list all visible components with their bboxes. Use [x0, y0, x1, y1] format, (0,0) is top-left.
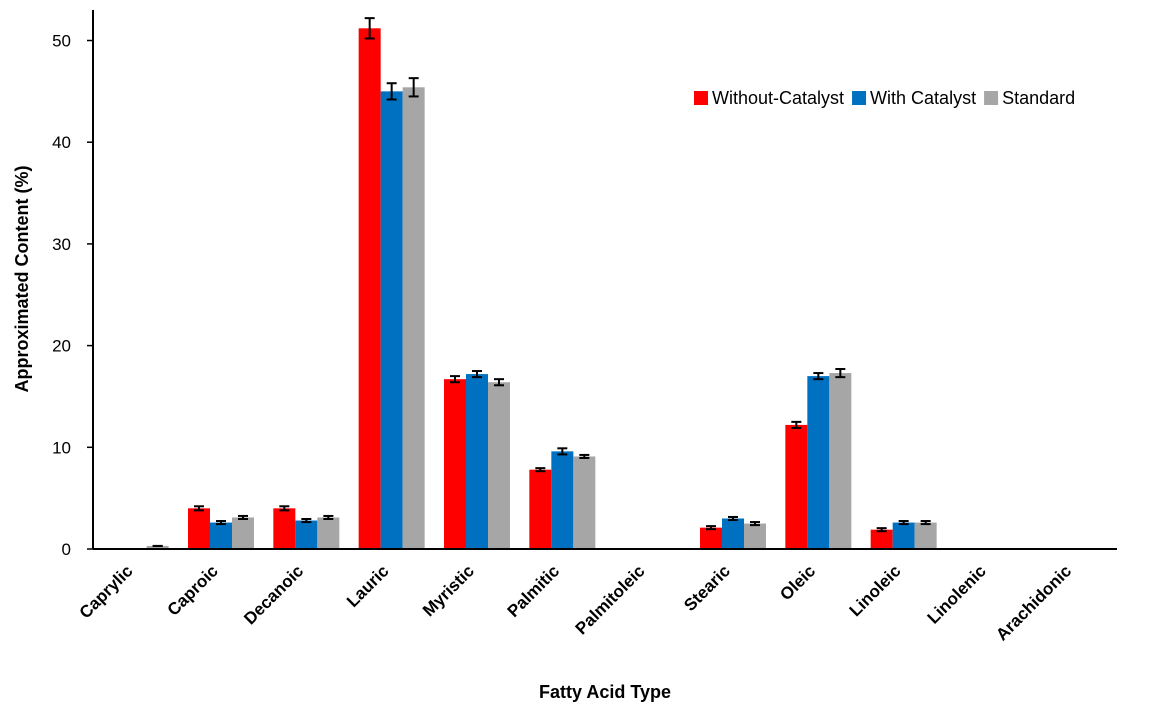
legend: Without-Catalyst With Catalyst Standard: [694, 88, 1075, 108]
bar-without-catalyst-oleic: [785, 424, 808, 549]
error-bar-with-catalyst-palmitic: [557, 447, 568, 456]
x-tick-label-lauric: Lauric: [343, 561, 393, 611]
error-bar-standard-decanoic: [323, 514, 334, 520]
error-bar-with-catalyst-myristic: [472, 370, 482, 379]
error-bar-with-catalyst-linoleic: [898, 520, 909, 526]
error-bar-with-catalyst-lauric: [386, 82, 397, 101]
error-bar-without-catalyst-lauric: [364, 17, 375, 40]
bar-without-catalyst-palmitic: [529, 469, 552, 549]
y-axis-title: Approximated Content (%): [12, 165, 32, 392]
error-bar-without-catalyst-myristic: [450, 375, 460, 384]
bar-standard-linoleic: [914, 522, 937, 549]
bar-standard-caproic: [232, 517, 254, 549]
error-bar-with-catalyst-stearic: [728, 515, 738, 522]
legend-label: Standard: [1002, 88, 1075, 108]
bar-standard-stearic: [744, 523, 766, 549]
bar-without-catalyst-lauric: [358, 28, 381, 549]
bar-with-catalyst-decanoic: [295, 520, 318, 549]
legend-swatch: [852, 91, 867, 105]
x-tick-label-decanoic: Decanoic: [240, 561, 307, 628]
y-tick-label: 30: [52, 235, 71, 254]
y-tick-label: 40: [52, 133, 71, 152]
bar-without-catalyst-stearic: [700, 527, 722, 549]
y-tick-label: 20: [52, 337, 71, 356]
error-bar-with-catalyst-decanoic: [301, 517, 312, 524]
error-bar-standard-oleic: [835, 367, 846, 379]
y-tick-label: 0: [62, 540, 71, 559]
x-tick-label-linoleic: Linoleic: [846, 561, 905, 620]
bar-with-catalyst-lauric: [380, 91, 403, 549]
error-bar-standard-stearic: [750, 521, 760, 527]
error-bar-with-catalyst-oleic: [813, 372, 824, 381]
error-bar-standard-myristic: [494, 378, 504, 387]
bar-standard-caprylic: [146, 545, 169, 549]
x-tick-label-caproic: Caproic: [164, 561, 222, 619]
x-tick-label-linolenic: Linolenic: [924, 561, 990, 627]
x-tick-label-arachidonic: Arachidonic: [992, 561, 1075, 644]
legend-swatch: [694, 91, 708, 105]
x-axis-title: Fatty Acid Type: [539, 682, 671, 702]
plot-area: [146, 17, 937, 550]
error-bar-without-catalyst-oleic: [791, 420, 802, 429]
legend-item-with-catalyst: With Catalyst: [852, 88, 976, 108]
bar-without-catalyst-myristic: [444, 379, 466, 549]
error-bar-without-catalyst-palmitic: [535, 467, 546, 473]
error-bar-standard-palmitic: [579, 453, 590, 459]
y-tick-label: 10: [52, 438, 71, 457]
error-bar-without-catalyst-caproic: [194, 505, 204, 512]
error-bar-without-catalyst-decanoic: [279, 505, 290, 512]
bar-standard-decanoic: [317, 517, 340, 549]
bar-with-catalyst-palmitic: [551, 451, 574, 549]
bar-with-catalyst-oleic: [807, 376, 830, 549]
bar-with-catalyst-caproic: [210, 522, 232, 549]
x-tick-label-palmitic: Palmitic: [504, 561, 564, 621]
y-tick-label: 50: [52, 32, 71, 51]
error-bar-with-catalyst-caproic: [216, 520, 226, 526]
error-bar-standard-lauric: [408, 77, 419, 98]
bar-standard-lauric: [402, 87, 425, 550]
error-bar-without-catalyst-stearic: [706, 525, 716, 531]
legend-swatch: [984, 91, 999, 105]
x-tick-label-oleic: Oleic: [776, 561, 819, 604]
legend-item-standard: Standard: [984, 88, 1075, 108]
x-tick-label-palmitoleic: Palmitoleic: [572, 561, 649, 638]
bar-without-catalyst-linoleic: [870, 529, 893, 549]
x-tick-label-myristic: Myristic: [419, 561, 478, 620]
bar-with-catalyst-stearic: [722, 518, 744, 549]
error-bar-standard-caproic: [238, 514, 248, 520]
legend-label: With Catalyst: [870, 88, 976, 108]
bar-without-catalyst-decanoic: [273, 508, 296, 549]
bar-standard-myristic: [488, 382, 510, 549]
bar-standard-oleic: [829, 373, 852, 549]
bar-with-catalyst-myristic: [466, 374, 488, 549]
legend-label: Without-Catalyst: [712, 88, 844, 108]
bar-without-catalyst-caproic: [188, 508, 210, 549]
bar-with-catalyst-linoleic: [892, 522, 915, 549]
legend-item-without-catalyst: Without-Catalyst: [694, 88, 844, 108]
error-bar-standard-linoleic: [920, 520, 931, 526]
x-tick-label-stearic: Stearic: [680, 561, 734, 615]
bar-standard-palmitic: [573, 456, 596, 549]
x-tick-label-caprylic: Caprylic: [76, 561, 137, 622]
error-bar-without-catalyst-linoleic: [876, 527, 887, 533]
